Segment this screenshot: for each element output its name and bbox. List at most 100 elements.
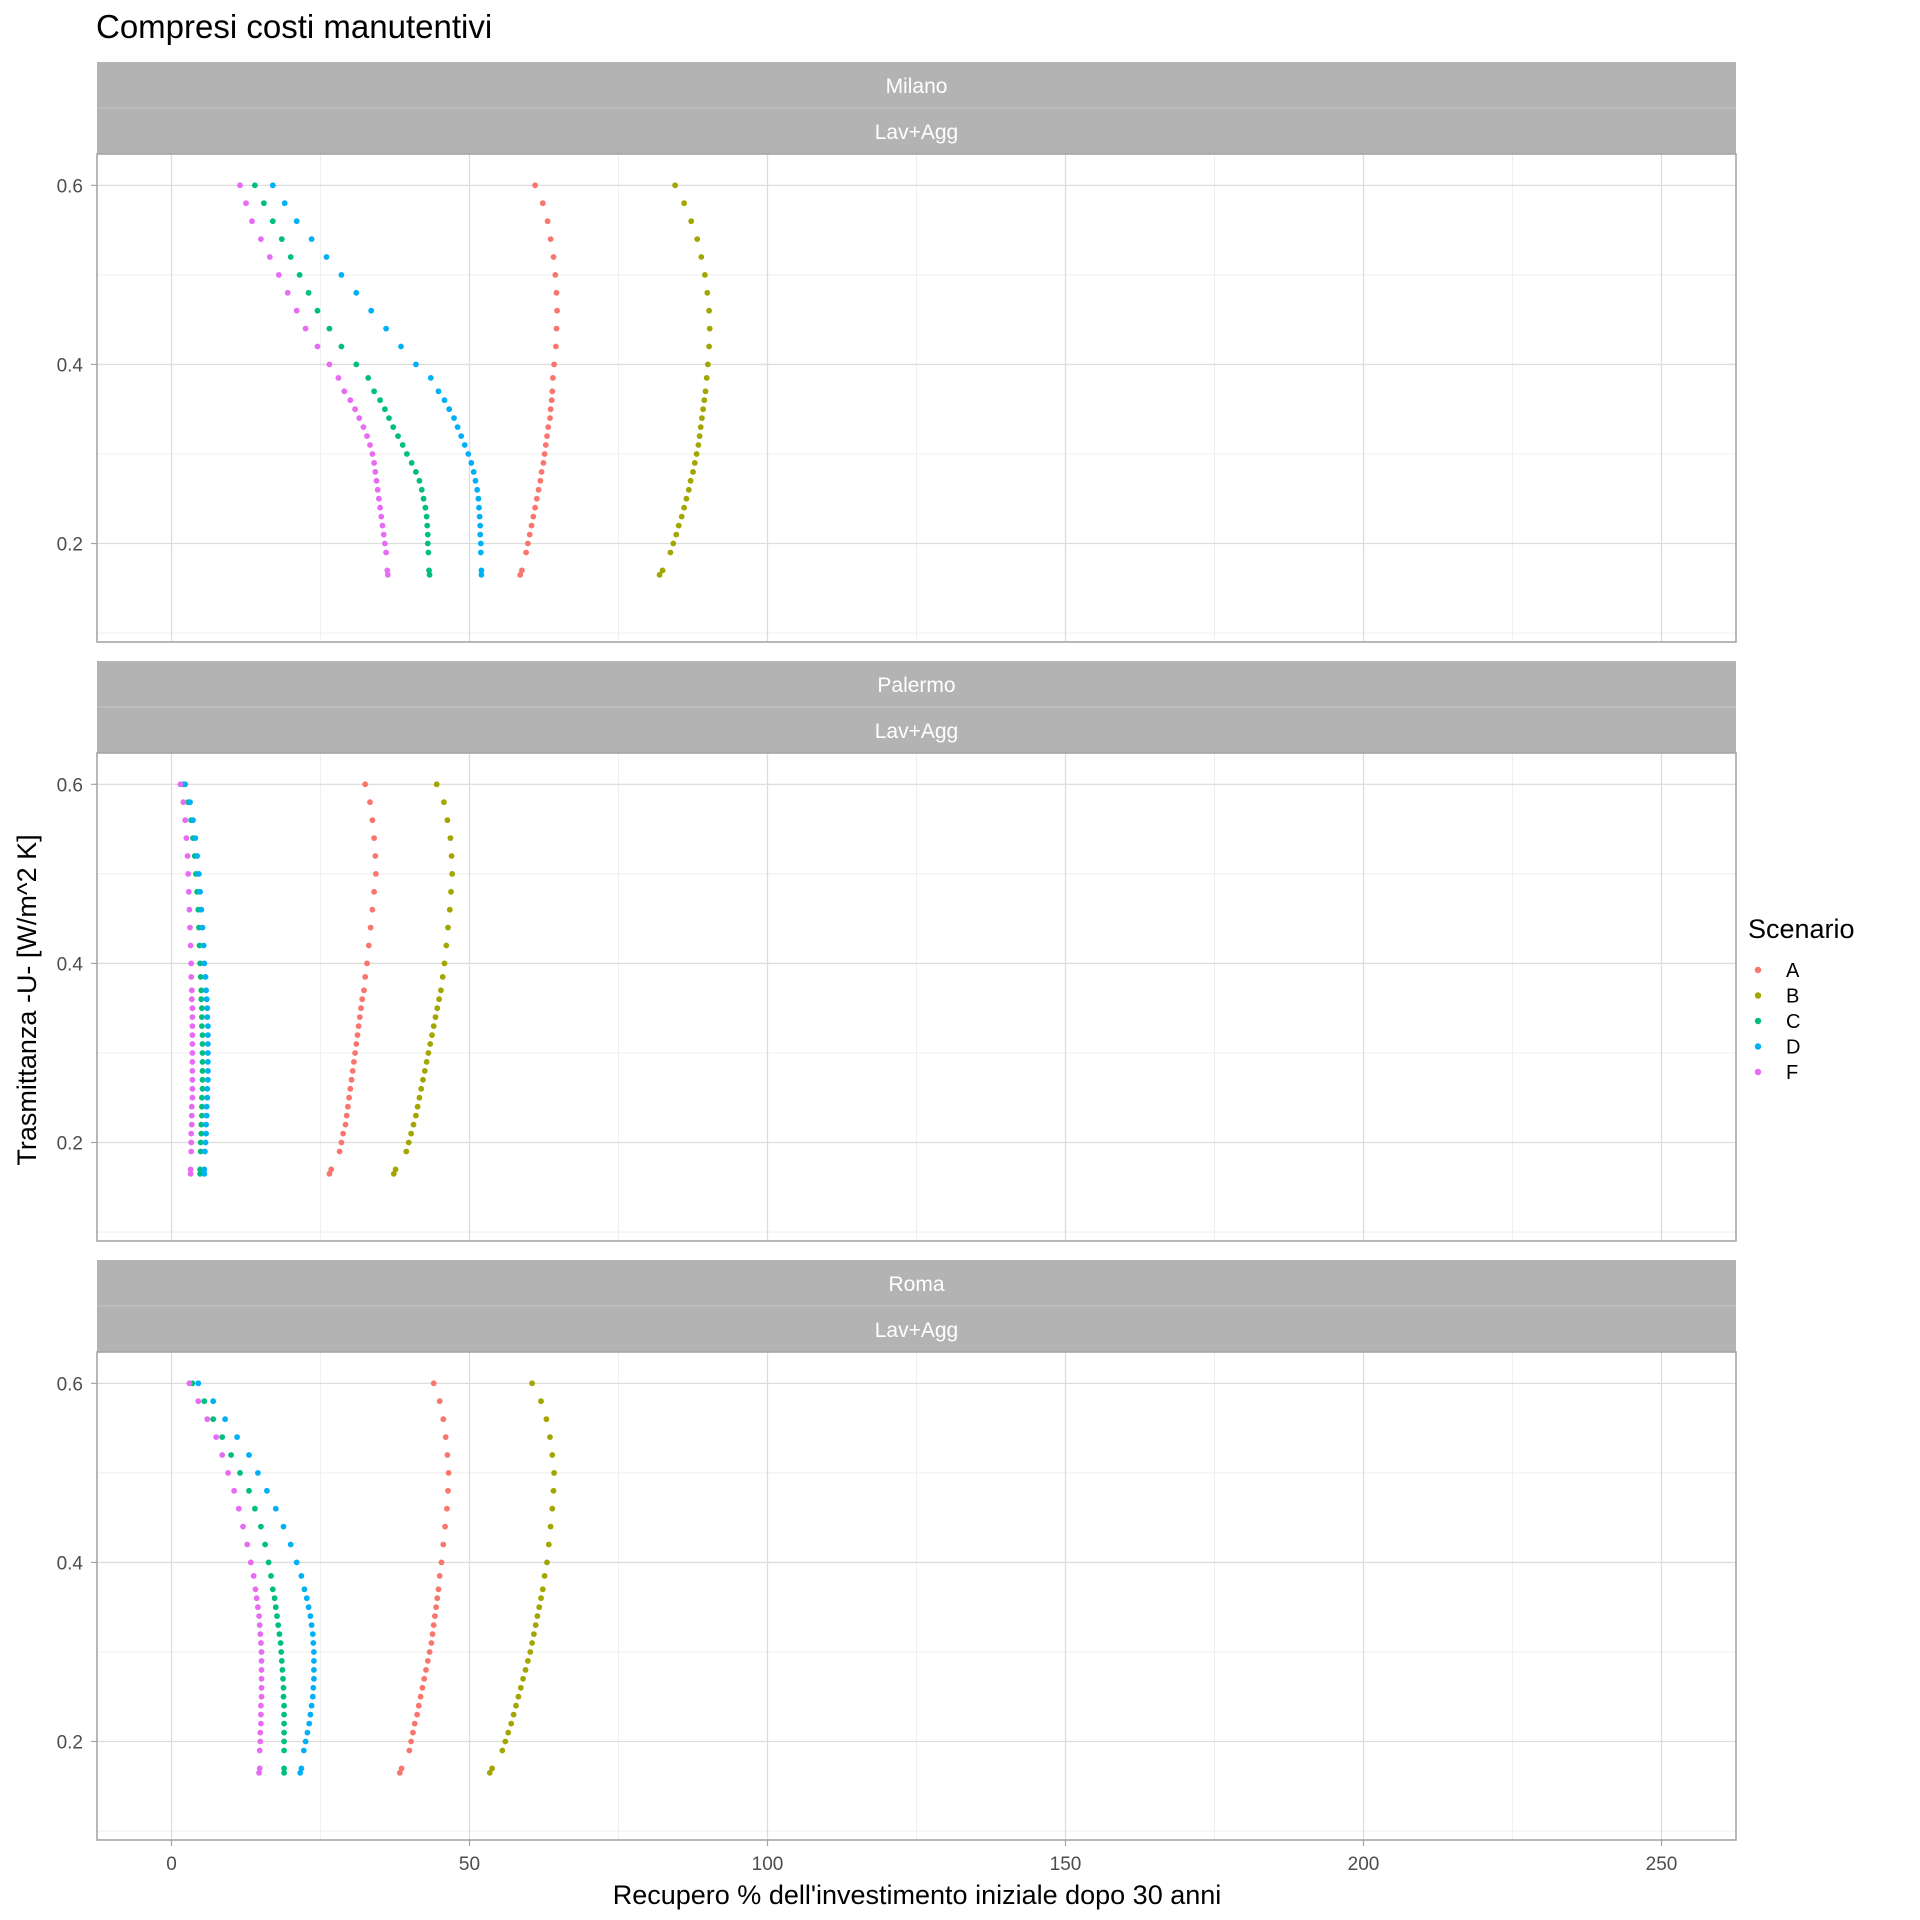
data-point <box>522 1667 529 1673</box>
data-point <box>262 1541 268 1548</box>
data-point <box>338 272 345 278</box>
data-point <box>275 1622 282 1628</box>
facet-label-city: Milano <box>886 75 948 98</box>
data-point <box>545 424 552 430</box>
data-point <box>341 388 348 395</box>
data-point <box>461 442 468 448</box>
data-point <box>308 1622 315 1628</box>
data-point <box>204 1416 211 1423</box>
data-point <box>258 1667 265 1673</box>
data-point <box>284 289 291 296</box>
series-B <box>486 1380 557 1776</box>
data-point <box>528 522 535 529</box>
data-point <box>187 1170 194 1177</box>
data-point <box>540 460 547 466</box>
x-tick-label: 150 <box>1050 1854 1082 1875</box>
data-point <box>280 1675 286 1682</box>
data-point <box>355 1023 362 1029</box>
data-point <box>256 1622 263 1628</box>
data-point <box>189 1050 196 1056</box>
data-point <box>256 1769 262 1776</box>
data-point <box>468 460 475 466</box>
data-point <box>697 424 704 430</box>
data-point <box>539 200 546 207</box>
data-point <box>429 1032 435 1038</box>
data-point <box>347 397 354 404</box>
data-point <box>537 477 544 484</box>
panel-roma: Roma Lav+Agg 0.2 0.4 0.6 <box>57 1260 1737 1841</box>
legend-key-F <box>1754 1068 1762 1076</box>
data-point <box>430 1023 437 1029</box>
data-point <box>441 397 448 404</box>
data-point <box>205 1068 211 1074</box>
data-point <box>310 1640 317 1646</box>
data-point <box>356 415 363 421</box>
data-point <box>201 1170 208 1177</box>
data-point <box>435 1586 442 1593</box>
data-point <box>190 817 196 824</box>
data-point <box>303 1595 310 1602</box>
data-point <box>362 974 369 980</box>
data-point <box>549 388 556 395</box>
data-point <box>377 397 383 404</box>
data-point <box>219 1434 226 1440</box>
data-point <box>338 1139 345 1146</box>
data-point <box>443 942 450 949</box>
data-point <box>702 388 709 395</box>
data-point <box>369 451 376 457</box>
data-point <box>544 433 550 439</box>
data-point <box>477 540 484 547</box>
data-point <box>414 1103 421 1110</box>
data-point <box>398 343 404 350</box>
data-point <box>199 1032 206 1038</box>
data-point <box>277 1640 284 1646</box>
data-point <box>297 1769 304 1776</box>
data-point <box>269 182 276 189</box>
data-point <box>419 1684 426 1691</box>
data-point <box>188 1121 195 1128</box>
data-point <box>364 433 370 439</box>
data-point <box>203 996 210 1003</box>
data-point <box>445 1487 451 1494</box>
data-point <box>702 272 708 278</box>
data-point <box>517 571 524 578</box>
data-point <box>188 1130 195 1137</box>
data-point <box>189 1014 196 1020</box>
x-tick-label: 0 <box>166 1854 177 1875</box>
data-point <box>298 1573 305 1579</box>
data-point <box>219 1452 226 1458</box>
data-point <box>199 1076 206 1083</box>
data-point <box>205 1059 211 1065</box>
y-tick-label: 0.4 <box>57 1553 84 1574</box>
series-C <box>252 182 433 578</box>
data-point <box>687 477 694 484</box>
data-point <box>408 460 415 466</box>
data-point <box>413 1112 419 1119</box>
data-point <box>442 1523 448 1530</box>
y-tick-label: 0.2 <box>57 1733 83 1754</box>
data-point <box>470 469 477 475</box>
data-point <box>198 1130 205 1137</box>
data-point <box>268 1573 274 1579</box>
data-point <box>195 1380 202 1387</box>
data-point <box>198 1121 205 1128</box>
data-point <box>424 1658 431 1664</box>
data-point <box>347 1085 354 1092</box>
data-point <box>349 1068 356 1074</box>
data-point <box>199 1112 205 1119</box>
data-point <box>379 522 386 529</box>
data-point <box>305 289 312 296</box>
data-point <box>420 495 427 502</box>
series-F <box>186 1380 265 1776</box>
data-point <box>543 1416 550 1423</box>
data-point <box>415 1702 422 1709</box>
data-point <box>424 531 431 538</box>
y-tick-label: 0.6 <box>57 176 83 197</box>
facet-label-scenario-type: Lav+Agg <box>875 720 959 743</box>
data-point <box>225 1470 232 1476</box>
data-point <box>205 1023 211 1029</box>
legend-label-D: D <box>1786 1037 1800 1059</box>
data-point <box>423 1059 430 1065</box>
data-point <box>410 1729 416 1736</box>
